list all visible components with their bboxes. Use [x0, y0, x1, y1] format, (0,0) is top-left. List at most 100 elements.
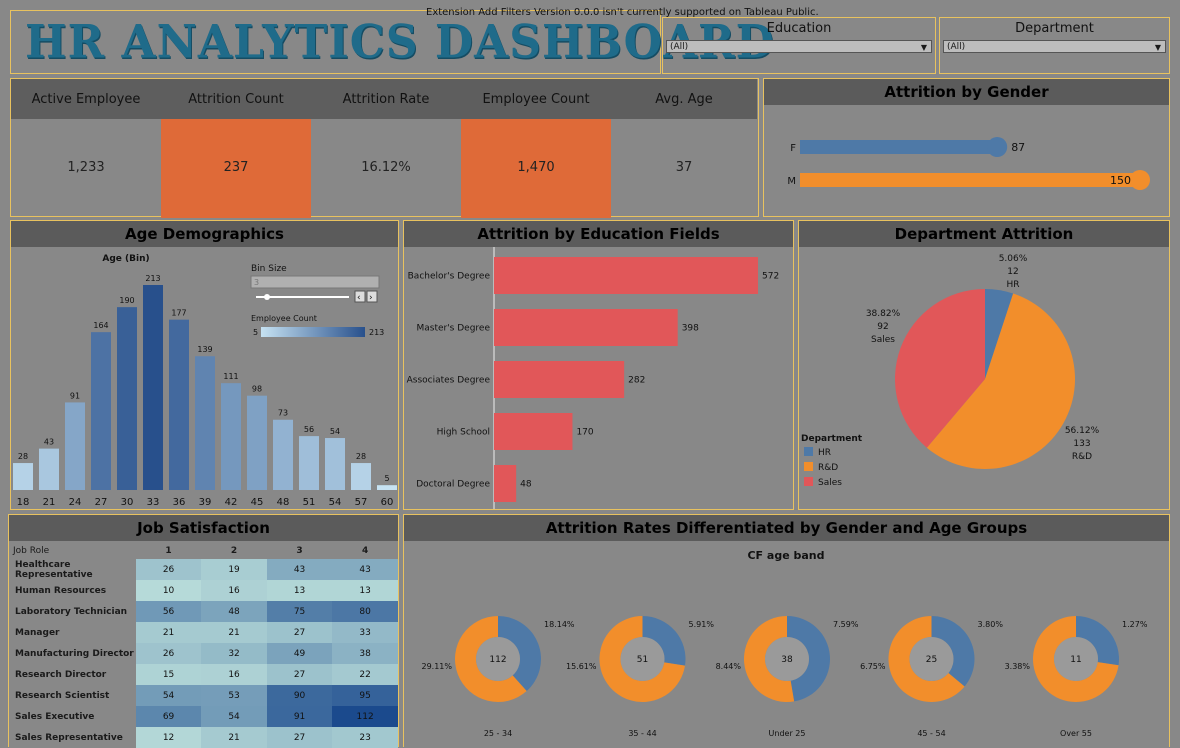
chevron-left-icon: ‹	[357, 293, 361, 303]
panel-title: Job Satisfaction	[9, 515, 398, 541]
heat-cell: 13	[332, 580, 398, 601]
donut-band-label: 35 - 44	[628, 729, 656, 738]
color-legend-title: Employee Count	[251, 314, 317, 323]
edu-category-label: Master's Degree	[416, 324, 490, 334]
gender-value-label: 150	[1110, 174, 1131, 187]
age-chart: Age (Bin) 28 18 43 21 91 24 164 27 190 30 213 33 177 3…	[13, 254, 397, 508]
gender-bar	[800, 140, 998, 154]
kpi-panel: Active Employee 1,233 Attrition Count 23…	[10, 78, 759, 218]
donut-hole	[1054, 637, 1098, 681]
kpi-avg-age: Avg. Age 37	[611, 79, 757, 218]
department-filter: Department (All) ▼	[939, 17, 1170, 74]
edu-category-label: Bachelor's Degree	[408, 272, 491, 282]
donut-hole	[909, 637, 954, 681]
heat-cell: 13	[266, 580, 333, 601]
kpi-label: Active Employee	[11, 79, 161, 119]
age-bar	[377, 485, 397, 490]
department-select[interactable]: (All) ▼	[943, 40, 1166, 53]
edu-value-label: 282	[628, 376, 645, 386]
age-data-label: 177	[171, 309, 186, 318]
edu-value-label: 170	[576, 428, 593, 438]
kpi-employee-count: Employee Count 1,470	[461, 79, 611, 218]
donut-female-label: 18.14%	[544, 620, 575, 629]
donut-female-segment	[1076, 616, 1119, 666]
edu-bar	[494, 413, 573, 450]
education-chart: Bachelor's Degree 572 Master's Degree 398 As…	[407, 247, 779, 509]
bin-size-value: 3	[254, 278, 259, 287]
age-data-label: 139	[197, 345, 212, 354]
dept-slice-name: Sales	[871, 335, 895, 345]
age-tick-label: 54	[329, 497, 342, 508]
age-tick-label: 57	[355, 497, 368, 508]
age-tick-label: 45	[251, 497, 264, 508]
column-header: 2	[230, 546, 238, 556]
job-role-label: Sales Representative	[15, 732, 123, 743]
heat-cell: 22	[332, 664, 398, 685]
heat-cell: 48	[201, 601, 267, 622]
age-gender-panel: Attrition Rates Differentiated by Gender…	[403, 514, 1170, 747]
age-tick-label: 18	[17, 497, 30, 508]
donut-male-segment	[455, 616, 527, 702]
age-tick-label: 39	[199, 497, 212, 508]
table-row: Research Director 15 16 27 22	[11, 664, 398, 685]
age-data-label: 54	[330, 427, 340, 436]
gender-category-label: F	[790, 143, 796, 154]
dept-legend-swatch	[804, 477, 813, 486]
age-gender-subtitle: CF age band	[747, 549, 824, 562]
heat-cell: 10	[135, 580, 202, 601]
dept-slice-pct: 38.82%	[866, 309, 901, 319]
donut-male-label: 29.11%	[421, 662, 452, 671]
donut-band-label: Under 25	[769, 729, 806, 738]
donut-band-label: Over 55	[1060, 729, 1092, 738]
heat-cell: 21	[135, 622, 202, 643]
panel-title: Attrition by Education Fields	[404, 221, 793, 247]
donut-male-segment	[744, 616, 795, 702]
age-bar	[299, 436, 319, 490]
age-data-label: 28	[356, 452, 366, 461]
heat-cell: 53	[201, 685, 267, 706]
donut-hole	[765, 637, 809, 681]
age-data-label: 73	[278, 409, 288, 418]
kpi-value: 237	[161, 119, 311, 218]
job-role-label: Healthcare Representative	[15, 559, 93, 580]
donut-hole	[476, 637, 520, 681]
donut-female-segment	[931, 616, 975, 687]
heat-cell: 43	[332, 559, 398, 580]
dept-legend-title: Department	[801, 434, 863, 444]
heat-cell: 91	[266, 706, 333, 727]
dept-legend-swatch	[804, 447, 813, 456]
color-legend-min: 5	[253, 328, 258, 337]
table-header-row: Job Role 1 2 3 4	[11, 543, 398, 559]
heat-cell: 112	[332, 706, 398, 727]
kpi-attrition-count: Attrition Count 237	[161, 79, 311, 218]
donut-female-segment	[498, 616, 541, 692]
age-bar	[169, 319, 189, 490]
age-tick-label: 60	[381, 497, 394, 508]
age-bar	[247, 395, 267, 490]
dept-slice-count: 133	[1073, 439, 1090, 449]
department-filter-label: Department	[1015, 21, 1094, 36]
column-header: 1	[165, 546, 172, 556]
kpi-label: Employee Count	[461, 79, 611, 119]
dept-slice	[895, 289, 985, 448]
job-role-label: Research Director	[15, 669, 107, 680]
donut-female-segment	[787, 616, 830, 702]
heat-cell: 27	[266, 727, 333, 748]
gender-chart: F 87 M 150	[787, 137, 1150, 190]
dept-slice	[926, 293, 1075, 469]
kpi-active-employee: Active Employee 1,233	[11, 79, 161, 218]
heat-cell: 33	[332, 622, 398, 643]
table-row: Manager 21 21 27 33	[11, 622, 398, 643]
job-role-label: Sales Executive	[15, 711, 95, 722]
age-bar	[117, 307, 137, 490]
heat-cell: 54	[201, 706, 267, 727]
job-role-label: Human Resources	[15, 585, 107, 596]
education-select[interactable]: (All) ▼	[666, 40, 932, 53]
gender-bar	[800, 173, 1140, 187]
dept-legend-label: R&D	[818, 463, 838, 473]
kpi-value: 16.12%	[361, 160, 411, 175]
kpi-value: 37	[675, 160, 693, 175]
dept-slice-name: HR	[1006, 280, 1019, 290]
age-bar	[195, 356, 215, 490]
job-role-label: Research Scientist	[15, 690, 110, 701]
